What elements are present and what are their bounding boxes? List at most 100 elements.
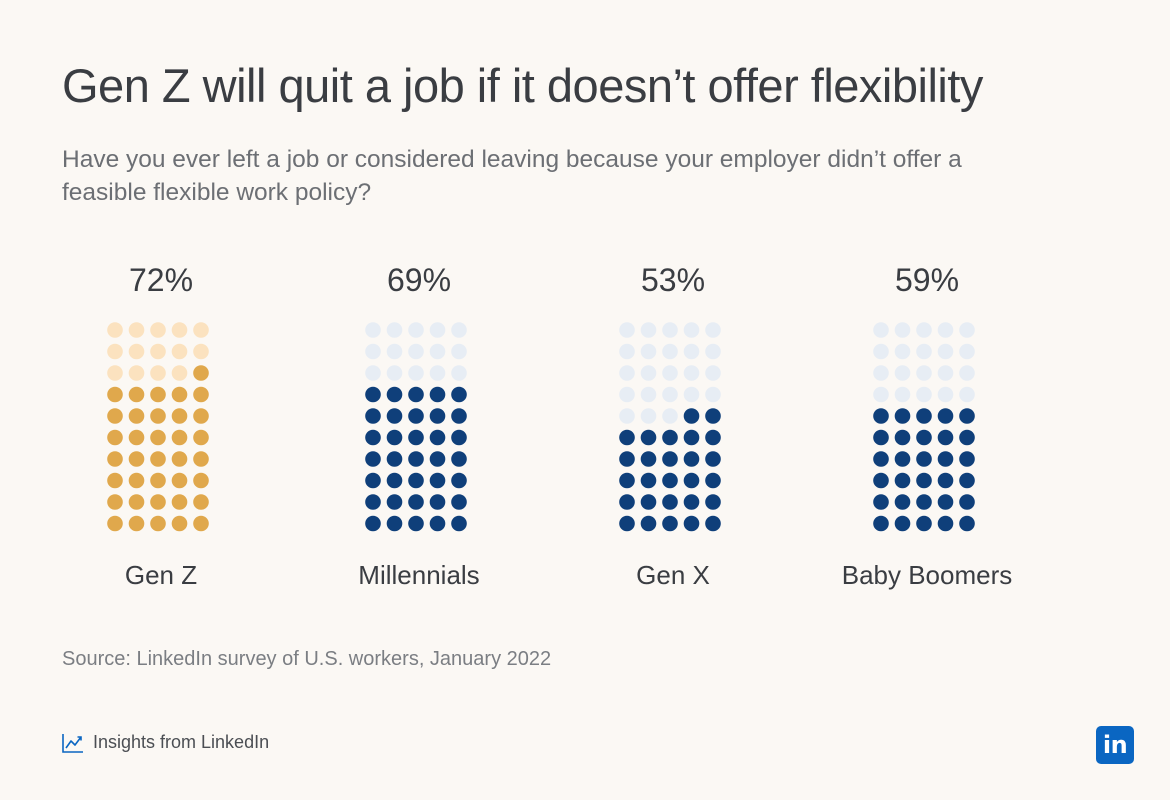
group-baby-boomers: 59% Baby Boomers bbox=[822, 262, 1032, 602]
empty-dot bbox=[619, 408, 635, 424]
filled-dot bbox=[408, 451, 424, 467]
empty-dot bbox=[150, 365, 166, 381]
empty-dot bbox=[171, 322, 188, 338]
empty-dot bbox=[705, 365, 721, 381]
filled-dot bbox=[365, 386, 381, 403]
waffle-gen-x bbox=[619, 322, 721, 532]
empty-dot bbox=[937, 386, 954, 403]
empty-dot bbox=[429, 343, 446, 360]
filled-dot bbox=[959, 408, 975, 424]
filled-dot bbox=[150, 386, 166, 403]
filled-dot bbox=[150, 408, 166, 424]
empty-dot bbox=[894, 386, 911, 403]
filled-dot bbox=[451, 429, 467, 446]
filled-dot bbox=[171, 408, 188, 424]
filled-dot bbox=[894, 494, 911, 510]
empty-dot bbox=[916, 343, 932, 360]
empty-dot bbox=[683, 386, 700, 403]
filled-dot bbox=[640, 429, 657, 446]
filled-dot bbox=[386, 429, 403, 446]
empty-dot bbox=[107, 322, 123, 338]
filled-dot bbox=[705, 472, 721, 489]
filled-dot bbox=[705, 429, 721, 446]
filled-dot bbox=[150, 515, 166, 532]
filled-dot bbox=[128, 494, 145, 510]
filled-dot bbox=[386, 408, 403, 424]
linkedin-logo[interactable]: in bbox=[1096, 726, 1134, 764]
empty-dot bbox=[365, 365, 381, 381]
empty-dot bbox=[386, 365, 403, 381]
filled-dot bbox=[916, 429, 932, 446]
filled-dot bbox=[193, 429, 209, 446]
filled-dot bbox=[171, 472, 188, 489]
filled-dot bbox=[683, 429, 700, 446]
empty-dot bbox=[128, 322, 145, 338]
filled-dot bbox=[959, 515, 975, 532]
filled-dot bbox=[386, 515, 403, 532]
empty-dot bbox=[662, 322, 678, 338]
filled-dot bbox=[429, 494, 446, 510]
empty-dot bbox=[128, 365, 145, 381]
filled-dot bbox=[937, 494, 954, 510]
empty-dot bbox=[705, 343, 721, 360]
empty-dot bbox=[193, 343, 209, 360]
filled-dot bbox=[451, 451, 467, 467]
empty-dot bbox=[873, 365, 889, 381]
empty-dot bbox=[171, 343, 188, 360]
filled-dot bbox=[916, 515, 932, 532]
filled-dot bbox=[107, 408, 123, 424]
waffle-gen-z bbox=[107, 322, 209, 532]
empty-dot bbox=[619, 343, 635, 360]
waffle-millennials bbox=[365, 322, 467, 532]
filled-dot bbox=[429, 515, 446, 532]
empty-dot bbox=[873, 322, 889, 338]
filled-dot bbox=[386, 472, 403, 489]
filled-dot bbox=[193, 515, 209, 532]
filled-dot bbox=[408, 429, 424, 446]
filled-dot bbox=[429, 472, 446, 489]
empty-dot bbox=[128, 343, 145, 360]
empty-dot bbox=[107, 343, 123, 360]
filled-dot bbox=[873, 451, 889, 467]
filled-dot bbox=[107, 494, 123, 510]
waffle-baby-boomers bbox=[873, 322, 975, 532]
filled-dot bbox=[171, 451, 188, 467]
filled-dot bbox=[365, 472, 381, 489]
filled-dot bbox=[193, 472, 209, 489]
filled-dot bbox=[171, 386, 188, 403]
filled-dot bbox=[873, 408, 889, 424]
filled-dot bbox=[640, 515, 657, 532]
footer-branding: Insights from LinkedIn bbox=[62, 732, 269, 753]
filled-dot bbox=[429, 429, 446, 446]
empty-dot bbox=[451, 322, 467, 338]
empty-dot bbox=[150, 343, 166, 360]
filled-dot bbox=[128, 408, 145, 424]
filled-dot bbox=[193, 494, 209, 510]
filled-dot bbox=[916, 494, 932, 510]
filled-dot bbox=[365, 408, 381, 424]
chart-subtitle: Have you ever left a job or considered l… bbox=[62, 146, 962, 206]
filled-dot bbox=[683, 408, 700, 424]
filled-dot bbox=[408, 494, 424, 510]
filled-dot bbox=[640, 451, 657, 467]
filled-dot bbox=[128, 429, 145, 446]
filled-dot bbox=[683, 451, 700, 467]
empty-dot bbox=[916, 322, 932, 338]
filled-dot bbox=[662, 515, 678, 532]
filled-dot bbox=[193, 365, 209, 381]
empty-dot bbox=[150, 322, 166, 338]
empty-dot bbox=[640, 365, 657, 381]
filled-dot bbox=[107, 429, 123, 446]
filled-dot bbox=[365, 451, 381, 467]
filled-dot bbox=[894, 515, 911, 532]
empty-dot bbox=[408, 322, 424, 338]
empty-dot bbox=[171, 365, 188, 381]
filled-dot bbox=[128, 386, 145, 403]
empty-dot bbox=[937, 343, 954, 360]
filled-dot bbox=[916, 472, 932, 489]
filled-dot bbox=[128, 451, 145, 467]
filled-dot bbox=[451, 386, 467, 403]
filled-dot bbox=[171, 429, 188, 446]
filled-dot bbox=[683, 515, 700, 532]
empty-dot bbox=[894, 365, 911, 381]
